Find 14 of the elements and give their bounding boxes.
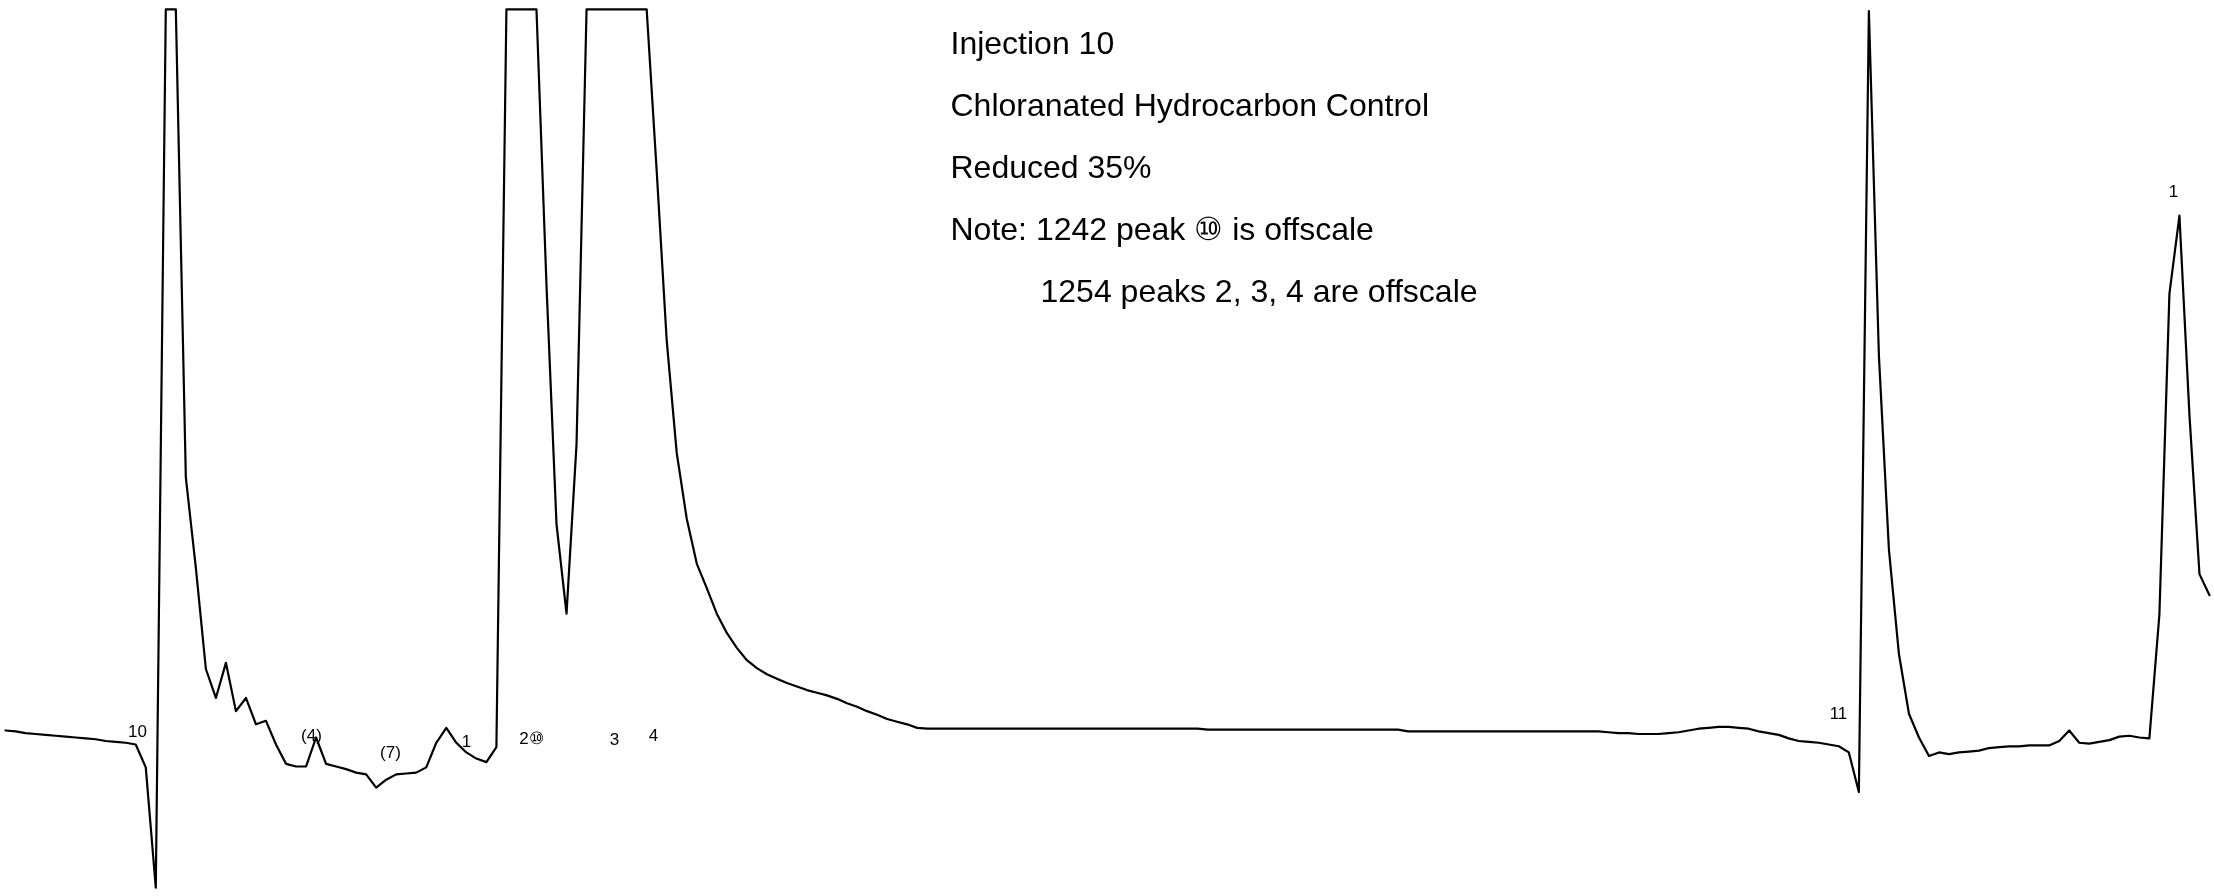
annotation: Reduced 35% [950,148,1152,185]
text: Injection 10 [950,24,1115,61]
annotation: Note: 1242 peak ⑩ is offscale [950,210,1374,247]
annotation: 3 [609,729,620,749]
annotation: 2⑩ [519,729,544,748]
annotation: 1 [461,731,472,751]
annotation: 1254 peaks 2, 3, 4 are offscale [1040,272,1478,309]
annotation: 10 [128,721,147,741]
annotation: 4 [648,725,659,745]
text: Chloranated Hydrocarbon Control [950,86,1429,123]
annotation: 11 [1829,703,1848,723]
annotation: (7) [380,743,401,762]
annotation: (4) [301,726,322,745]
annotation: 1 [2168,181,2179,201]
